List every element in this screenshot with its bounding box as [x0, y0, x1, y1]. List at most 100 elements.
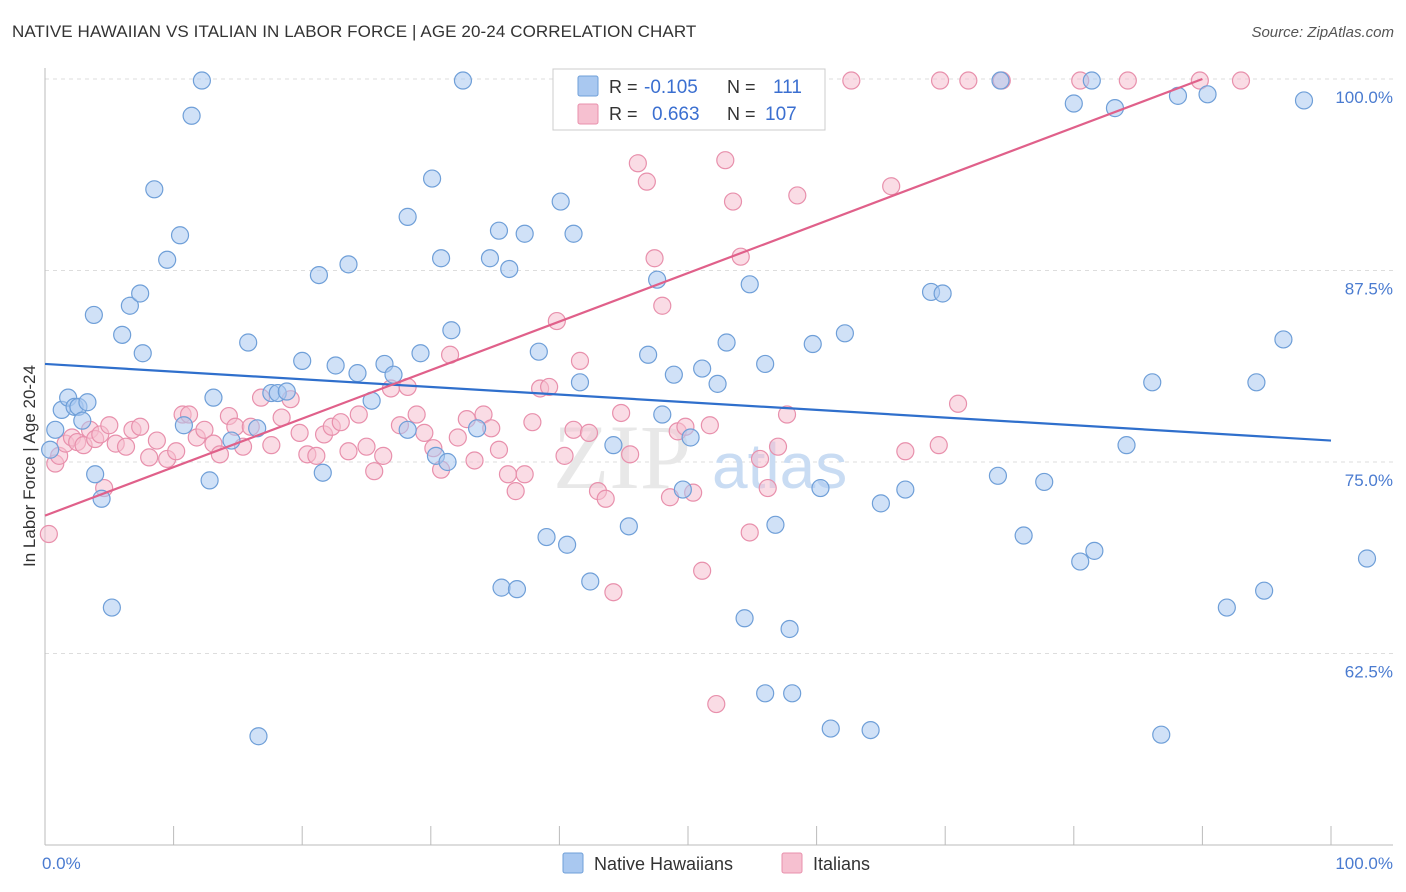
point-native-hawaiian-32 — [309, 265, 329, 285]
point-italian-90 — [750, 449, 770, 469]
point-italian-91 — [758, 478, 777, 498]
point-italian-93 — [777, 405, 797, 424]
point-native-hawaiian-54 — [507, 580, 527, 599]
point-native-hawaiian-60 — [564, 224, 583, 243]
point-native-hawaiian-40 — [398, 420, 417, 439]
point-italian-48 — [407, 405, 426, 424]
point-native-hawaiian-7 — [78, 393, 97, 412]
point-italian-49 — [415, 423, 434, 442]
point-native-hawaiian-30 — [249, 727, 268, 746]
x-tick-labels: 0.0% 100.0% — [42, 854, 1393, 873]
point-italian-15 — [131, 417, 150, 436]
point-native-hawaiian-21 — [174, 416, 193, 435]
stats-pink-n-value: 107 — [765, 104, 797, 125]
point-native-hawaiian-6 — [73, 411, 92, 430]
point-native-hawaiian-84 — [821, 719, 840, 738]
point-native-hawaiian-22 — [200, 471, 219, 490]
point-native-hawaiian-23 — [204, 388, 223, 407]
point-native-hawaiian-48 — [453, 71, 473, 90]
point-native-hawaiian-42 — [398, 207, 417, 226]
point-native-hawaiian-94 — [1035, 472, 1054, 492]
point-italian-74 — [621, 445, 640, 464]
point-native-hawaiian-10 — [84, 305, 103, 325]
legend-label-italians: Italians — [813, 854, 870, 874]
point-native-hawaiian-17 — [158, 250, 177, 269]
point-italian-71 — [596, 489, 615, 508]
point-native-hawaiian-12 — [113, 325, 132, 344]
point-native-hawaiian-58 — [551, 192, 570, 211]
point-italian-17 — [147, 431, 166, 450]
point-italian-39 — [331, 413, 350, 432]
data-points — [39, 71, 1377, 746]
point-native-hawaiian-102 — [1217, 598, 1236, 617]
point-native-hawaiian-1 — [46, 420, 65, 439]
x-tick-label-0: 0.0% — [42, 854, 81, 873]
trend-line-native-hawaiians — [44, 362, 1332, 442]
point-italian-31 — [262, 436, 281, 455]
point-italian-68 — [570, 351, 590, 370]
point-native-hawaiian-11 — [102, 598, 121, 617]
stats-pink-r-label: R = — [609, 104, 638, 124]
point-native-hawaiian-87 — [871, 494, 891, 513]
point-native-hawaiian-92 — [991, 71, 1010, 90]
point-native-hawaiian-46 — [438, 452, 457, 472]
point-italian-78 — [653, 296, 672, 315]
point-italian-36 — [307, 446, 326, 465]
y-tick-labels: 62.5% 75.0% 87.5% 100.0% — [1335, 88, 1393, 682]
point-italian-53 — [448, 428, 467, 447]
chart-source: Source: ZipAtlas.com — [1251, 24, 1394, 41]
point-native-hawaiian-97 — [1082, 71, 1101, 90]
point-native-hawaiian-33 — [313, 463, 332, 482]
point-italian-87 — [723, 192, 743, 211]
point-native-hawaiian-81 — [783, 684, 802, 703]
point-italian-60 — [506, 482, 525, 501]
point-italian-16 — [140, 448, 159, 467]
point-italian-96 — [882, 177, 901, 196]
stats-blue-swatch — [577, 75, 599, 97]
point-native-hawaiian-8 — [86, 465, 105, 484]
stats-blue-n-label: N = — [727, 77, 756, 97]
point-italian-89 — [740, 523, 759, 542]
point-native-hawaiian-64 — [604, 436, 623, 455]
point-italian-73 — [612, 403, 631, 423]
point-native-hawaiian-96 — [1071, 552, 1090, 571]
point-native-hawaiian-59 — [558, 535, 577, 554]
point-italian-34 — [290, 423, 309, 442]
stats-box: R = -0.105 N = 111 R = 0.663 N = 107 — [552, 68, 826, 131]
point-native-hawaiian-82 — [803, 334, 822, 354]
point-native-hawaiian-36 — [348, 364, 367, 383]
point-native-hawaiian-110 — [1294, 91, 1314, 110]
chart-title: NATIVE HAWAIIAN VS ITALIAN IN LABOR FORC… — [12, 22, 697, 41]
point-italian-77 — [645, 249, 664, 268]
point-native-hawaiian-62 — [581, 572, 600, 591]
point-native-hawaiian-44 — [431, 249, 451, 268]
point-native-hawaiian-20 — [192, 71, 211, 90]
point-native-hawaiian-106 — [1357, 549, 1377, 568]
point-native-hawaiian-18 — [170, 226, 190, 245]
point-native-hawaiian-57 — [537, 527, 556, 547]
point-native-hawaiian-70 — [673, 480, 692, 499]
point-italian-44 — [374, 446, 393, 465]
point-italian-62 — [523, 413, 542, 432]
point-native-hawaiian-47 — [442, 321, 461, 340]
point-italian-75 — [628, 154, 647, 173]
point-italian-72 — [604, 583, 623, 602]
point-italian-42 — [357, 437, 376, 456]
point-italian-19 — [167, 442, 186, 461]
point-native-hawaiian-90 — [933, 284, 952, 303]
point-italian-84 — [700, 416, 719, 435]
point-native-hawaiian-72 — [693, 359, 712, 378]
point-native-hawaiian-83 — [811, 478, 830, 498]
point-italian-95 — [842, 71, 861, 90]
point-native-hawaiian-78 — [766, 515, 785, 534]
y-axis-title: In Labor Force | Age 20-24 — [20, 365, 39, 567]
point-native-hawaiian-73 — [708, 374, 727, 393]
point-italian-61 — [515, 465, 534, 484]
point-native-hawaiian-52 — [500, 259, 519, 279]
point-italian-66 — [555, 446, 574, 465]
point-native-hawaiian-43 — [422, 169, 442, 188]
point-native-hawaiian-31 — [293, 351, 312, 370]
point-native-hawaiian-95 — [1064, 94, 1083, 113]
stats-blue-r-label: R = — [609, 77, 638, 97]
